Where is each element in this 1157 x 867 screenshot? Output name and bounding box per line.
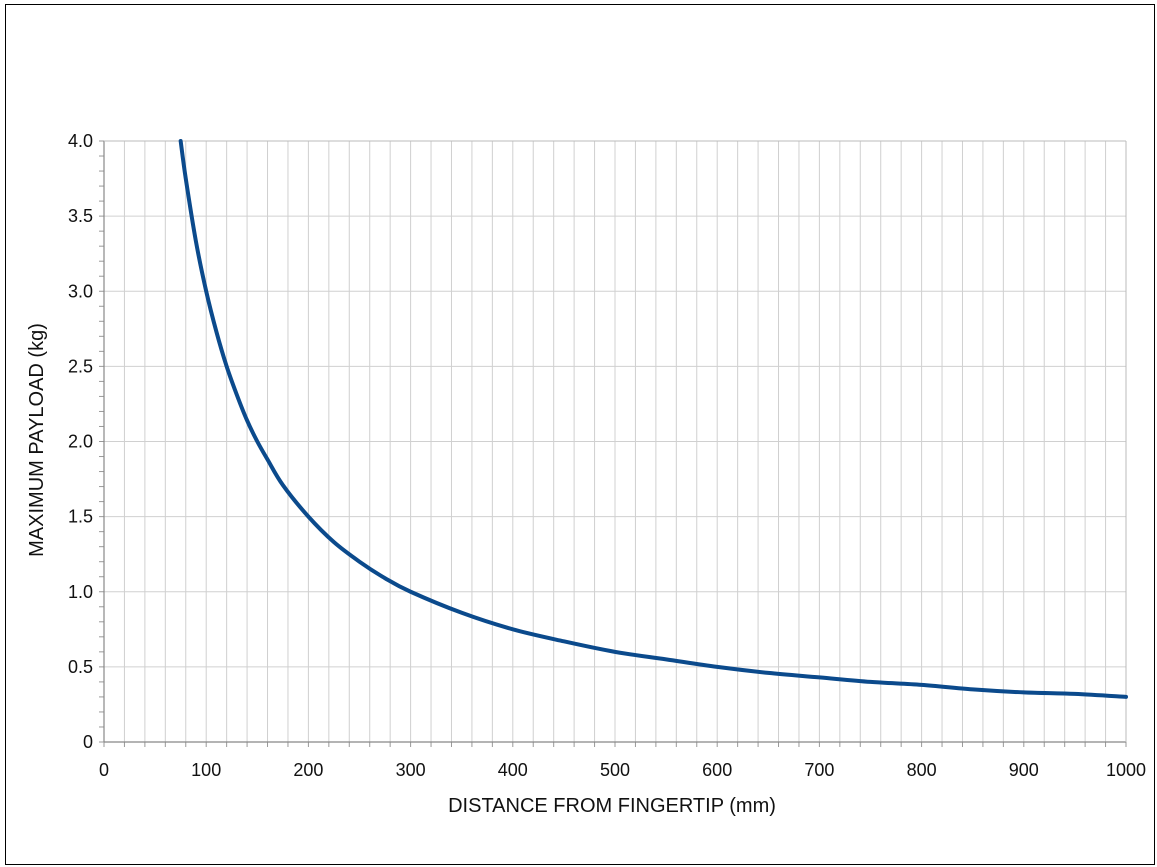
axes: [99, 140, 1127, 747]
x-tick-label: 400: [498, 760, 528, 780]
y-tick-labels: 0 0.5 1.0 1.5 2.0 2.5 3.0 3.5 4.0: [68, 131, 93, 752]
y-axis-label: MAXIMUM PAYLOAD (kg): [26, 323, 48, 557]
y-tick-label: 1.5: [68, 507, 93, 527]
payload-curve: [178, 139, 1128, 699]
x-tick-label: 700: [804, 760, 834, 780]
series-layer: [178, 139, 1128, 699]
y-tick-label: 2.0: [68, 432, 93, 452]
x-tick-label: 800: [907, 760, 937, 780]
x-tick-labels: 0 100 200 300 400 500 600 700 800 900 1000: [99, 760, 1146, 780]
x-tick-label: 300: [396, 760, 426, 780]
x-tick-label: 100: [191, 760, 221, 780]
y-tick-label: 0: [83, 732, 93, 752]
x-tick-label: 1000: [1106, 760, 1146, 780]
x-axis-label: DISTANCE FROM FINGERTIP (mm): [448, 795, 776, 817]
y-tick-label: 1.0: [68, 582, 93, 602]
x-tick-label: 200: [293, 760, 323, 780]
y-tick-label: 2.5: [68, 356, 93, 376]
x-tick-label: 900: [1009, 760, 1039, 780]
y-tick-label: 0.5: [68, 657, 93, 677]
x-tick-label: 500: [600, 760, 630, 780]
y-tick-label: 4.0: [68, 131, 93, 151]
y-tick-label: 3.0: [68, 281, 93, 301]
chart-frame: [5, 4, 1155, 865]
x-tick-label: 600: [702, 760, 732, 780]
x-tick-label: 0: [99, 760, 109, 780]
y-tick-label: 3.5: [68, 206, 93, 226]
